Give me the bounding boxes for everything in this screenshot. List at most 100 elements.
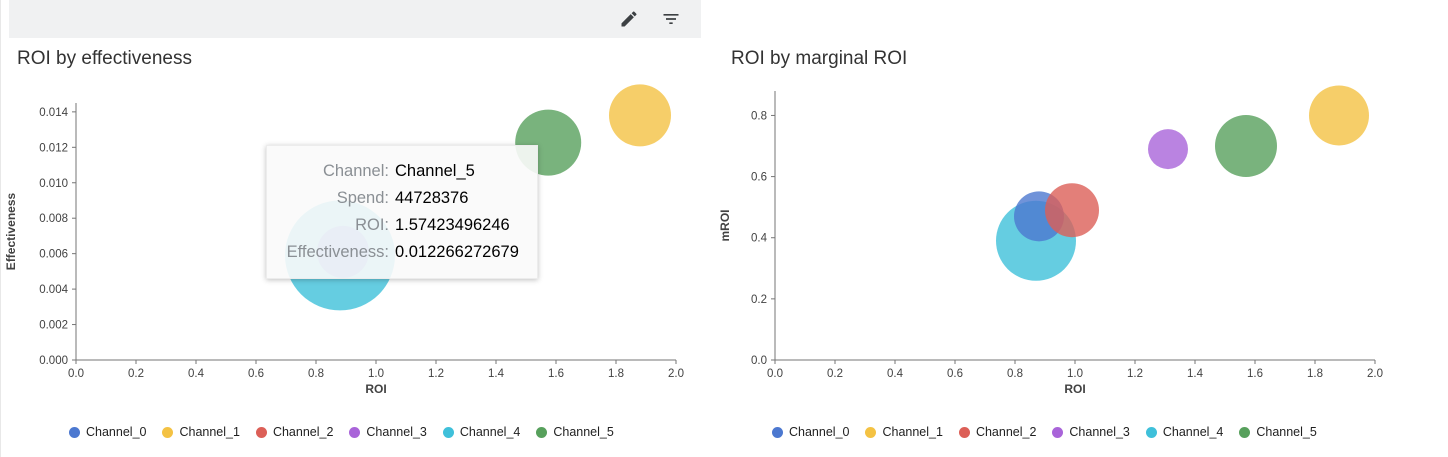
y-axis-title: Effectiveness: [4, 192, 18, 270]
tooltip-row: Effectiveness: 0.012266272679: [279, 239, 525, 266]
legend-label: Channel_5: [553, 425, 614, 439]
x-axis-title: ROI: [1064, 382, 1085, 396]
y-tick-label: 0.014: [39, 107, 68, 119]
legend-label: Channel_2: [272, 425, 334, 439]
tooltip-spend-label: Spend:: [336, 189, 389, 207]
legend-dot: [536, 426, 548, 438]
y-tick-label: 0.6: [751, 172, 767, 184]
legend-item-channel_4[interactable]: Channel_4: [1145, 425, 1224, 439]
filter-list-icon: [663, 14, 679, 24]
legend-dot: [958, 426, 970, 438]
tooltip-channel-label: Channel:: [322, 162, 389, 180]
x-tick-label: 0.8: [1007, 368, 1023, 380]
tooltip-roi-value: 1.57423496246: [395, 216, 510, 234]
legend-dot: [255, 426, 267, 438]
y-tick-label: 0.012: [39, 142, 68, 154]
chart-panel-roi-by-marginal-roi: ROI by marginal ROI 0.0 0.2 0.4 0.6 0.8 1.0 1.…: [715, 38, 1448, 457]
x-tick-label: 0.0: [68, 368, 84, 380]
x-tick-label: 1.4: [488, 368, 505, 380]
chart-toolbar: [9, 0, 701, 38]
x-tick-label: 0.0: [767, 368, 783, 380]
x-tick-label: 0.6: [947, 368, 963, 380]
y-tick-label: 0.002: [39, 320, 68, 332]
legend-label: Channel_3: [1069, 425, 1130, 439]
y-tick-label: 0.010: [39, 178, 68, 190]
x-tick-label: 0.4: [188, 368, 205, 380]
tooltip-row: Channel: Channel_5: [279, 158, 525, 185]
chart-tooltip: Channel: Channel_5 Spend: 44728376 ROI: …: [266, 145, 538, 279]
bubble-channel_5[interactable]: [1215, 115, 1277, 178]
x-tick-label: 1.6: [548, 368, 564, 380]
legend-item-channel_1[interactable]: Channel_1: [865, 425, 943, 439]
x-tick-label: 0.8: [308, 368, 324, 380]
x-tick-label: 2.0: [668, 368, 684, 380]
legend-dot: [772, 426, 783, 438]
legend-item-channel_4[interactable]: Channel_4: [442, 425, 521, 439]
legend-label: Channel_1: [882, 425, 943, 439]
legend-dot: [1052, 426, 1064, 438]
x-tick-label: 1.0: [1067, 368, 1083, 380]
legend-item-channel_0[interactable]: Channel_0: [69, 425, 146, 439]
x-tick-label: 1.2: [428, 368, 444, 380]
y-tick-label: 0.0: [751, 355, 767, 367]
edit-pencil-icon: [621, 11, 637, 27]
chart-panel-roi-by-effectiveness: ROI by effectiveness 0.0 0.2 0.4 0.6 0.8 1.0 1…: [1, 38, 715, 457]
x-tick-label: 1.0: [368, 368, 384, 380]
legend-item-channel_2[interactable]: Channel_2: [958, 425, 1037, 439]
legend-dot: [162, 426, 174, 438]
y-tick-label: 0.4: [751, 233, 768, 245]
x-tick-label: 1.4: [1187, 368, 1204, 380]
x-axis-title: ROI: [365, 382, 386, 396]
tooltip-row: Spend: 44728376: [279, 185, 525, 212]
tooltip-effectiveness-value: 0.012266272679: [395, 243, 519, 261]
y-tick-label: 0.004: [39, 284, 68, 296]
x-tick-label: 0.2: [128, 368, 144, 380]
edit-button[interactable]: [615, 5, 643, 33]
tooltip-spend-value: 44728376: [395, 189, 469, 207]
legend-label: Channel_2: [975, 425, 1037, 439]
legend-item-channel_3[interactable]: Channel_3: [349, 425, 427, 439]
legend-label: Channel_1: [179, 425, 240, 439]
filter-button[interactable]: [657, 5, 685, 33]
y-tick-label: 0.008: [39, 213, 68, 225]
legend-label: Channel_0: [789, 425, 850, 439]
legend-item-channel_3[interactable]: Channel_3: [1052, 425, 1130, 439]
legend-dot: [69, 426, 80, 438]
legend-item-channel_0[interactable]: Channel_0: [772, 425, 849, 439]
chart-legend-effectiveness: Channel_0 Channel_1 Channel_2 Channel_3 Chan…: [69, 425, 614, 439]
roi-by-marginal-roi-bubble-chart[interactable]: 0.0 0.2 0.4 0.6 0.8 1.0 1.2 1.4 1.6 1.8 2.0 0.0 0.2 0…: [715, 80, 1415, 402]
y-tick-label: 0.006: [39, 249, 68, 261]
bubble-channel_1[interactable]: [1309, 85, 1369, 146]
tooltip-roi-label: ROI:: [355, 216, 389, 234]
bubble-channel_3[interactable]: [1148, 129, 1188, 170]
y-tick-label: 0.2: [751, 294, 767, 306]
chart-title-effectiveness: ROI by effectiveness: [17, 48, 192, 69]
legend-dot: [1239, 426, 1251, 438]
x-tick-label: 1.6: [1247, 368, 1263, 380]
legend-dot: [442, 426, 454, 438]
legend-item-channel_5[interactable]: Channel_5: [536, 425, 614, 439]
tooltip-channel-value: Channel_5: [395, 162, 475, 180]
x-tick-label: 0.4: [887, 368, 904, 380]
legend-item-channel_5[interactable]: Channel_5: [1239, 425, 1317, 439]
legend-label: Channel_4: [1162, 425, 1224, 439]
legend-label: Channel_5: [1256, 425, 1317, 439]
x-tick-label: 0.6: [248, 368, 264, 380]
legend-item-channel_1[interactable]: Channel_1: [162, 425, 240, 439]
y-tick-label: 0.000: [39, 355, 68, 367]
x-tick-label: 1.8: [1307, 368, 1323, 380]
x-tick-label: 1.8: [608, 368, 624, 380]
x-tick-label: 2.0: [1367, 368, 1383, 380]
x-tick-label: 0.2: [827, 368, 843, 380]
legend-label: Channel_4: [459, 425, 521, 439]
y-tick-label: 0.8: [751, 110, 767, 122]
legend-dot: [1145, 426, 1157, 438]
y-axis-title: mROI: [718, 209, 732, 241]
x-tick-label: 1.2: [1127, 368, 1143, 380]
tooltip-effectiveness-label: Effectiveness:: [286, 243, 389, 261]
bubble-channel_1[interactable]: [609, 84, 671, 147]
chart-title-marginal-roi: ROI by marginal ROI: [731, 48, 908, 69]
legend-item-channel_2[interactable]: Channel_2: [255, 425, 334, 439]
tooltip-row: ROI: 1.57423496246: [279, 212, 525, 239]
bubble-channel_2[interactable]: [1045, 183, 1099, 238]
